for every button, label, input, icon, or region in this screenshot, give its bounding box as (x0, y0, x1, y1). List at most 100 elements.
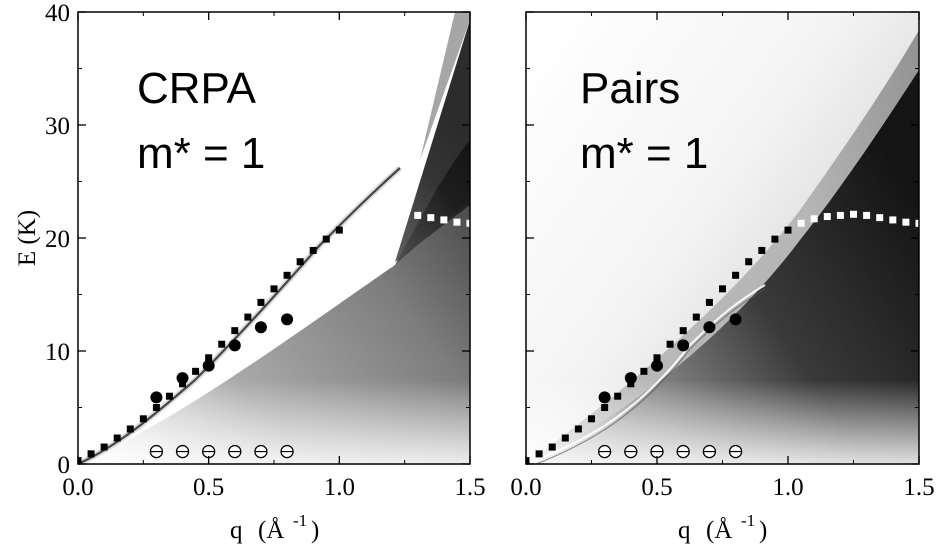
data-point-square (745, 258, 753, 266)
panel-pairs-sublabel: m* = 1 (580, 129, 708, 178)
data-point-square (361, 215, 369, 223)
x-tick-label: 1.0 (772, 474, 803, 501)
data-point-square (666, 340, 674, 348)
x-tick-label: 0.5 (193, 474, 224, 501)
data-point-square (653, 354, 661, 362)
data-point-square (401, 210, 409, 218)
data-point-open-circle (228, 444, 242, 459)
data-point-square (348, 219, 356, 227)
data-point-open-circle (149, 444, 164, 459)
data-point-square (440, 216, 448, 224)
data-point-square (296, 258, 304, 266)
data-point-open-circle (280, 444, 294, 459)
panel-pairs-label: Pairs (580, 64, 680, 113)
x-tick-label: 1.5 (903, 474, 934, 501)
data-point-square (283, 271, 291, 279)
data-point-square (614, 392, 622, 400)
data-point-square (561, 434, 569, 442)
data-point-square (692, 313, 700, 321)
data-point-filled-circle (254, 321, 267, 334)
data-point-square (126, 425, 134, 433)
data-point-square (732, 271, 740, 279)
axis-ticks: 0.0 0.5 1.0 1.5 0 10 20 30 40 0.0 0.5 1.0 1.5 (45, 0, 935, 501)
x-axis-label-q: q (230, 517, 243, 544)
data-point-open-circle (597, 444, 612, 459)
data-point-square (758, 246, 766, 254)
data-point-square (78, 457, 82, 464)
data-point-filled-circle (729, 313, 742, 326)
data-point-square (601, 404, 609, 411)
data-point-square (863, 211, 871, 219)
data-point-square (87, 450, 95, 458)
x-tick-label: 0.0 (510, 474, 541, 501)
x-axis-label-exp: -1 (293, 511, 307, 530)
data-point-filled-circle (624, 372, 637, 385)
data-point-open-circle (254, 444, 268, 459)
panel-pairs-heatmap (526, 12, 919, 464)
data-point-square (466, 219, 470, 227)
data-point-square (574, 425, 582, 433)
data-point-square (453, 218, 461, 226)
data-point-square (705, 298, 713, 306)
data-point-square (902, 218, 910, 226)
x-axis-label-pairs: q (Å -1 ) (678, 511, 767, 544)
y-tick-label: 20 (45, 226, 70, 253)
data-point-square (165, 392, 173, 400)
x-axis-label-exp: -1 (741, 511, 755, 530)
data-point-square (797, 219, 805, 227)
data-point-square (823, 213, 831, 221)
data-point-open-circle (676, 444, 690, 459)
data-point-filled-circle (281, 313, 294, 326)
data-point-square (719, 285, 726, 293)
data-point-square (535, 450, 543, 458)
data-point-square (836, 211, 844, 219)
y-tick-label: 40 (45, 0, 70, 27)
data-point-filled-circle (176, 372, 189, 385)
panel-pairs-markers (526, 210, 919, 464)
y-tick-label: 0 (58, 452, 71, 479)
panel-crpa-label: CRPA (137, 64, 257, 113)
data-point-square (889, 216, 897, 224)
x-axis-label-unit: (Å (706, 517, 732, 544)
y-tick-label: 10 (45, 339, 70, 366)
data-point-filled-circle (651, 359, 663, 372)
data-point-square (427, 214, 435, 222)
data-point-square (640, 367, 648, 375)
data-point-square (375, 213, 383, 221)
data-point-filled-circle (228, 339, 241, 352)
data-point-square (231, 327, 239, 335)
data-point-square (257, 298, 265, 306)
data-point-square (139, 415, 147, 423)
data-point-square (771, 235, 779, 243)
data-point-filled-circle (202, 359, 215, 372)
data-point-square (309, 246, 317, 254)
data-point-square (270, 285, 278, 293)
data-point-square (152, 404, 160, 411)
y-axis-label: E (K) (14, 210, 41, 266)
data-point-square (850, 210, 857, 218)
x-tick-label: 1.5 (454, 474, 485, 501)
data-point-open-circle (650, 444, 664, 459)
data-point-open-circle (728, 444, 743, 459)
data-point-square (218, 340, 226, 348)
data-point-square (335, 226, 343, 234)
data-point-square (205, 354, 213, 362)
x-axis-label-unit: (Å (258, 517, 284, 544)
data-point-square (113, 434, 121, 442)
data-point-square (192, 367, 200, 375)
y-tick-label: 30 (45, 113, 70, 140)
panel-crpa-sublabel: m* = 1 (137, 129, 265, 178)
data-point-square (244, 313, 252, 321)
data-point-square (876, 214, 884, 222)
panel-crpa-markers (78, 210, 470, 464)
data-point-open-circle (202, 444, 216, 459)
data-point-open-circle (702, 444, 717, 459)
data-point-square (784, 226, 792, 234)
data-point-square (548, 443, 556, 451)
panel-crpa-heatmap (78, 12, 470, 464)
data-point-square (810, 215, 818, 223)
data-point-square (388, 211, 396, 219)
data-point-open-circle (624, 444, 638, 459)
data-point-square (526, 457, 530, 464)
